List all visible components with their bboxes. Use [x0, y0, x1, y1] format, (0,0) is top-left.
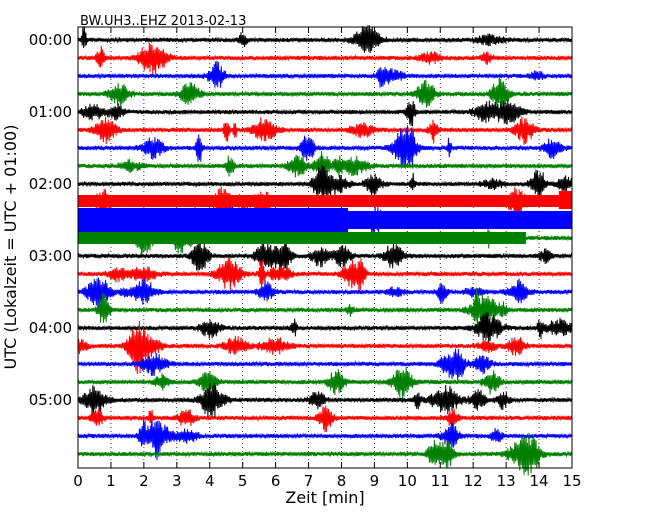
trace-line — [77, 405, 573, 433]
trace-line — [77, 239, 573, 272]
y-tick-label: 02:00 — [29, 175, 72, 193]
x-tick-label: 6 — [271, 472, 281, 490]
trace-row — [77, 42, 573, 76]
x-tick-label: 10 — [398, 472, 417, 490]
x-tick-label: 0 — [73, 472, 83, 490]
trace-band-blue-tail — [348, 211, 572, 229]
chart-title: BW.UH3..EHZ 2013-02-13 — [80, 14, 246, 29]
y-tick-label: 04:00 — [29, 319, 72, 337]
x-tick-label: 3 — [172, 472, 182, 490]
trace-row — [77, 287, 573, 327]
trace-row — [77, 257, 573, 292]
x-tick-label: 14 — [530, 472, 549, 490]
trace-line — [77, 257, 573, 292]
y-axis-ticks: 00:00 01:00 02:00 03:00 04:00 05:00 — [29, 31, 572, 409]
x-tick-label: 9 — [370, 472, 380, 490]
trace-row — [77, 312, 573, 344]
x-tick-label: 1 — [106, 472, 116, 490]
trace-row — [77, 125, 573, 169]
x-tick-label: 13 — [497, 472, 516, 490]
trace-line — [77, 76, 573, 110]
trace-row — [77, 348, 573, 381]
y-axis-title: UTC (Lokalzeit = UTC + 01:00) — [1, 125, 20, 370]
saturated-band — [78, 191, 572, 244]
trace-row — [77, 419, 573, 461]
trace-line — [77, 382, 573, 419]
x-tick-label: 4 — [205, 472, 215, 490]
trace-line — [77, 60, 573, 88]
trace-line — [77, 116, 573, 145]
plot-frame — [77, 26, 573, 469]
trace-line — [77, 432, 573, 476]
trace-line — [77, 125, 573, 169]
trace-band-red — [78, 195, 572, 207]
trace-row — [77, 99, 573, 127]
x-tick-label: 11 — [431, 472, 450, 490]
trace-row — [77, 116, 573, 145]
y-tick-label: 01:00 — [29, 103, 72, 121]
trace-row — [77, 239, 573, 272]
trace-rows — [77, 25, 573, 476]
x-tick-label: 2 — [139, 472, 149, 490]
trace-row — [77, 382, 573, 419]
x-tick-label: 15 — [562, 472, 581, 490]
trace-line — [77, 25, 573, 54]
trace-line — [77, 99, 573, 127]
trace-line — [77, 419, 573, 461]
x-tick-label: 5 — [238, 472, 248, 490]
x-tick-label: 12 — [464, 472, 483, 490]
trace-row — [77, 25, 573, 54]
trace-line — [77, 164, 573, 203]
trace-band-blue — [78, 208, 349, 232]
trace-line — [77, 348, 573, 381]
trace-line — [77, 366, 573, 403]
trace-row — [77, 405, 573, 433]
trace-line — [77, 321, 573, 375]
y-tick-label: 00:00 — [29, 31, 72, 49]
trace-row — [77, 60, 573, 88]
trace-row — [77, 321, 573, 375]
trace-line — [77, 287, 573, 327]
trace-row — [77, 432, 573, 476]
trace-row — [77, 164, 573, 203]
x-tick-label: 8 — [337, 472, 347, 490]
trace-row — [77, 76, 573, 110]
y-tick-label: 03:00 — [29, 247, 72, 265]
trace-row — [77, 366, 573, 403]
trace-line — [77, 277, 573, 309]
trace-row — [77, 151, 573, 178]
x-tick-label: 7 — [304, 472, 314, 490]
y-tick-label: 05:00 — [29, 391, 72, 409]
trace-band-green — [78, 232, 526, 244]
x-axis-ticks: 0 1 2 3 4 5 6 7 8 9 10 11 12 13 14 15 — [73, 27, 582, 490]
trace-line — [77, 42, 573, 76]
trace-line — [77, 312, 573, 344]
trace-band-red-end — [558, 191, 572, 209]
trace-row — [77, 277, 573, 309]
trace-line — [77, 151, 573, 178]
x-axis-title: Zeit [min] — [285, 488, 364, 507]
